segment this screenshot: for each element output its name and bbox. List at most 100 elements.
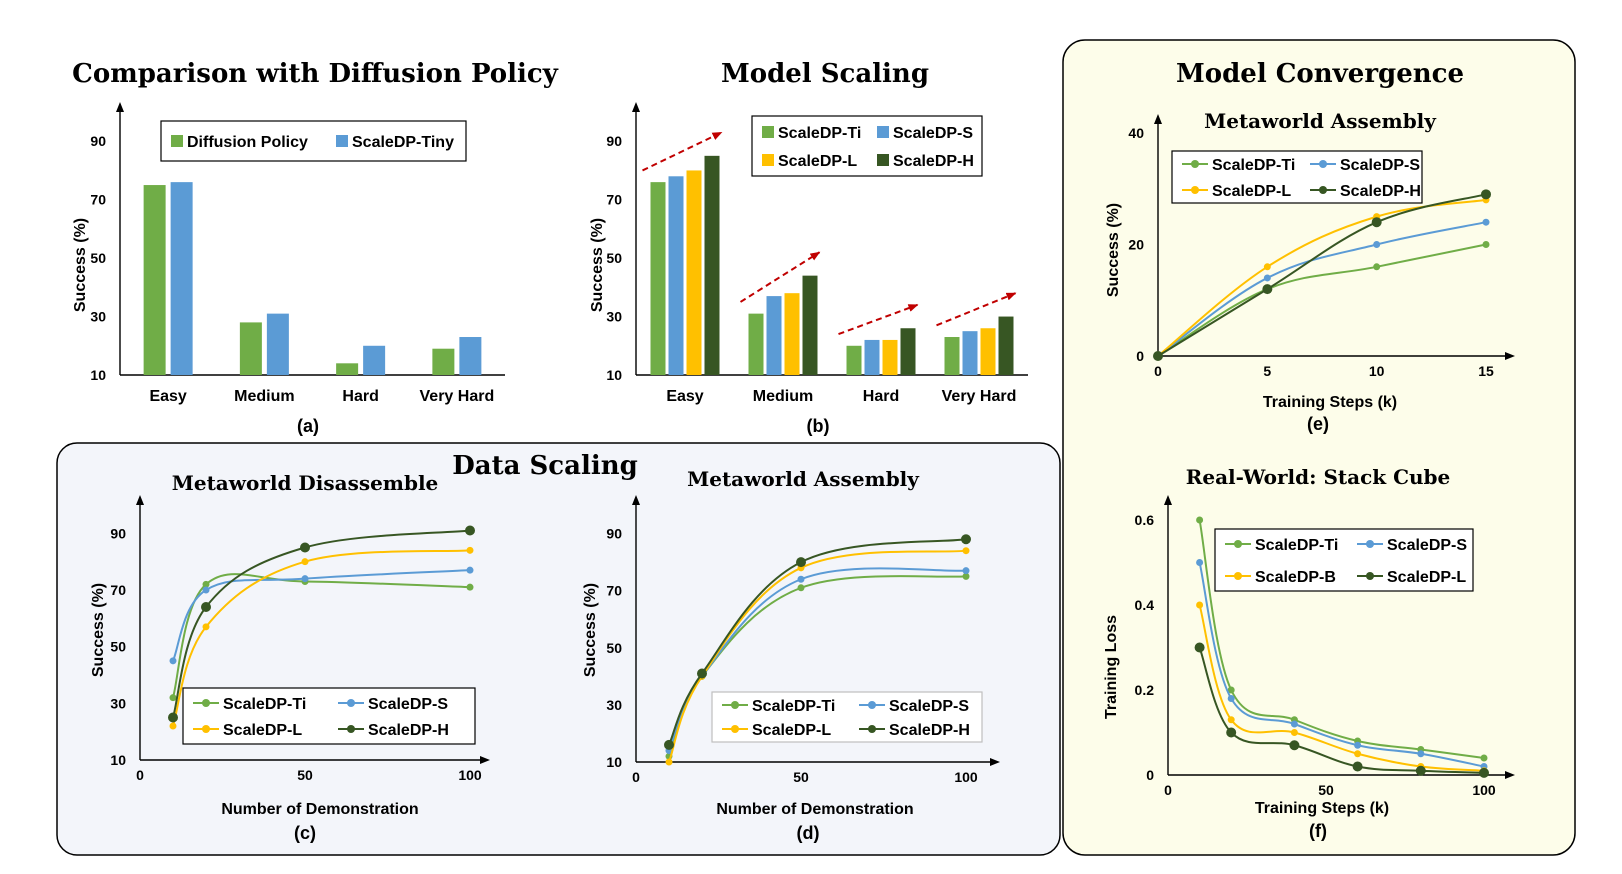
f-point-1-0 [1196,559,1204,566]
d-legend-marker-2 [731,725,739,733]
c-y-axis-arrow [136,495,144,505]
b-legend-label-2: ScaleDP-L [778,153,857,170]
panel-a-title: Comparison with Diffusion Policy [72,59,559,89]
f-ytick-0: 0 [1146,767,1154,783]
f-point-1-1 [1227,695,1235,702]
c-series-line-2 [172,549,471,727]
panel-e: Metaworld Assembly Success (%) Training … [1105,109,1515,434]
c-point-3-1 [201,602,211,612]
b-bar-3-3 [998,316,1014,375]
panel-d: Metaworld Assembly Success (%) Number of… [582,467,1000,843]
d-legend-marker-1 [868,701,876,709]
b-bar-0-2 [846,345,862,375]
b-trend-arrow-2 [838,303,919,336]
f-ytick-2: 0.4 [1135,597,1155,613]
b-legend-box [751,115,983,177]
c-point-1-2 [301,575,309,583]
e-series-line-3 [1157,193,1487,357]
panel-c-title: Metaworld Disassemble [172,471,439,495]
c-x-axis-arrow [480,756,490,764]
a-legend-label-1: ScaleDP-Tiny [352,134,454,151]
a-ytick-0: 10 [90,367,106,383]
a-bar-1-2 [363,345,386,375]
a-ytick-4: 90 [90,133,106,149]
panel-a-ylabel: Success (%) [72,218,89,312]
b-xtick-0: Easy [666,388,703,405]
b-bar-1-0 [668,176,684,375]
f-point-2-2 [1290,729,1298,736]
c-xtick-2: 100 [458,767,482,783]
panel-e-title: Metaworld Assembly [1204,109,1437,133]
f-point-0-1 [1227,686,1235,694]
b-bar-2-2 [882,339,898,375]
panel-b-ylabel: Success (%) [589,218,606,312]
b-ytick-3: 70 [606,192,622,208]
b-legend-label-3: ScaleDP-H [893,153,974,170]
f-point-3-4 [1415,765,1426,776]
e-point-1-2 [1373,241,1381,248]
d-ytick-3: 70 [606,583,622,599]
c-point-1-1 [202,586,210,594]
panel-c-caption: (c) [294,823,316,843]
f-point-3-3 [1352,761,1363,772]
f-legend-label-1: ScaleDP-S [1387,537,1467,554]
c-point-3-3 [465,525,475,536]
panel-d-title: Metaworld Assembly [687,467,920,491]
panel-c-ylabel: Success (%) [90,583,107,677]
a-bar-0-1 [239,322,262,375]
b-bar-0-3 [944,337,960,375]
f-point-2-0 [1196,601,1204,609]
a-ytick-1: 30 [90,309,106,325]
e-y-axis-arrow [1154,114,1162,124]
b-xtick-1: Medium [753,388,813,405]
d-ytick-4: 90 [606,526,622,542]
b-trend-arrow-3 [936,292,1017,327]
panel-b: Model Scaling Success (%) 10 30 50 70 90 Easy… [589,59,1028,436]
a-bar-0-0 [143,185,166,375]
f-xtick-2: 100 [1472,782,1496,798]
panel-f-ylabel: Training Loss [1103,615,1120,719]
model-convergence-title: Model Convergence [1176,59,1464,89]
f-ytick-1: 0.2 [1135,682,1155,698]
panel-f-xlabel: Training Steps (k) [1255,800,1389,817]
b-bar-3-2 [900,328,916,375]
f-legend-label-3: ScaleDP-L [1387,569,1466,586]
d-legend-marker-0 [731,701,739,709]
f-xtick-0: 0 [1164,782,1172,798]
f-point-2-3 [1354,750,1362,758]
a-ytick-2: 50 [90,250,106,266]
e-legend-marker-0 [1191,160,1199,168]
f-legend-marker-2 [1234,572,1242,580]
b-bar-2-1 [784,293,800,375]
f-y-axis-arrow [1164,495,1172,505]
d-point-1-3 [962,567,970,575]
f-legend: ScaleDP-Ti ScaleDP-S ScaleDP-B ScaleDP-L [1214,528,1474,592]
a-y-axis-arrow [116,102,124,112]
e-point-3-3 [1481,189,1491,200]
c-legend-marker-2 [202,725,210,733]
e-legend-marker-1 [1319,160,1327,168]
d-point-0-2 [797,584,805,592]
a-xtick-0: Easy [149,388,186,405]
e-series-line-1 [1157,221,1487,357]
c-point-0-0 [169,694,177,702]
a-ytick-3: 70 [90,192,106,208]
e-point-1-3 [1482,218,1490,226]
b-ytick-2: 50 [606,250,622,266]
b-legend-swatch-2 [762,154,774,166]
e-legend-marker-3 [1319,186,1327,194]
panel-d-ylabel: Success (%) [582,583,599,677]
f-legend-marker-0 [1234,540,1242,548]
e-legend-label-1: ScaleDP-S [1340,157,1420,174]
e-point-3-2 [1371,217,1382,228]
f-legend-box [1214,528,1474,592]
panel-b-caption: (b) [807,416,830,436]
a-legend: Diffusion Policy ScaleDP-Tiny [160,120,467,162]
e-xtick-2: 10 [1369,363,1385,379]
b-legend-swatch-1 [877,126,889,138]
b-bar-0-1 [748,313,764,375]
model-convergence-panel [1062,39,1576,856]
c-legend-label-1: ScaleDP-S [368,696,448,713]
